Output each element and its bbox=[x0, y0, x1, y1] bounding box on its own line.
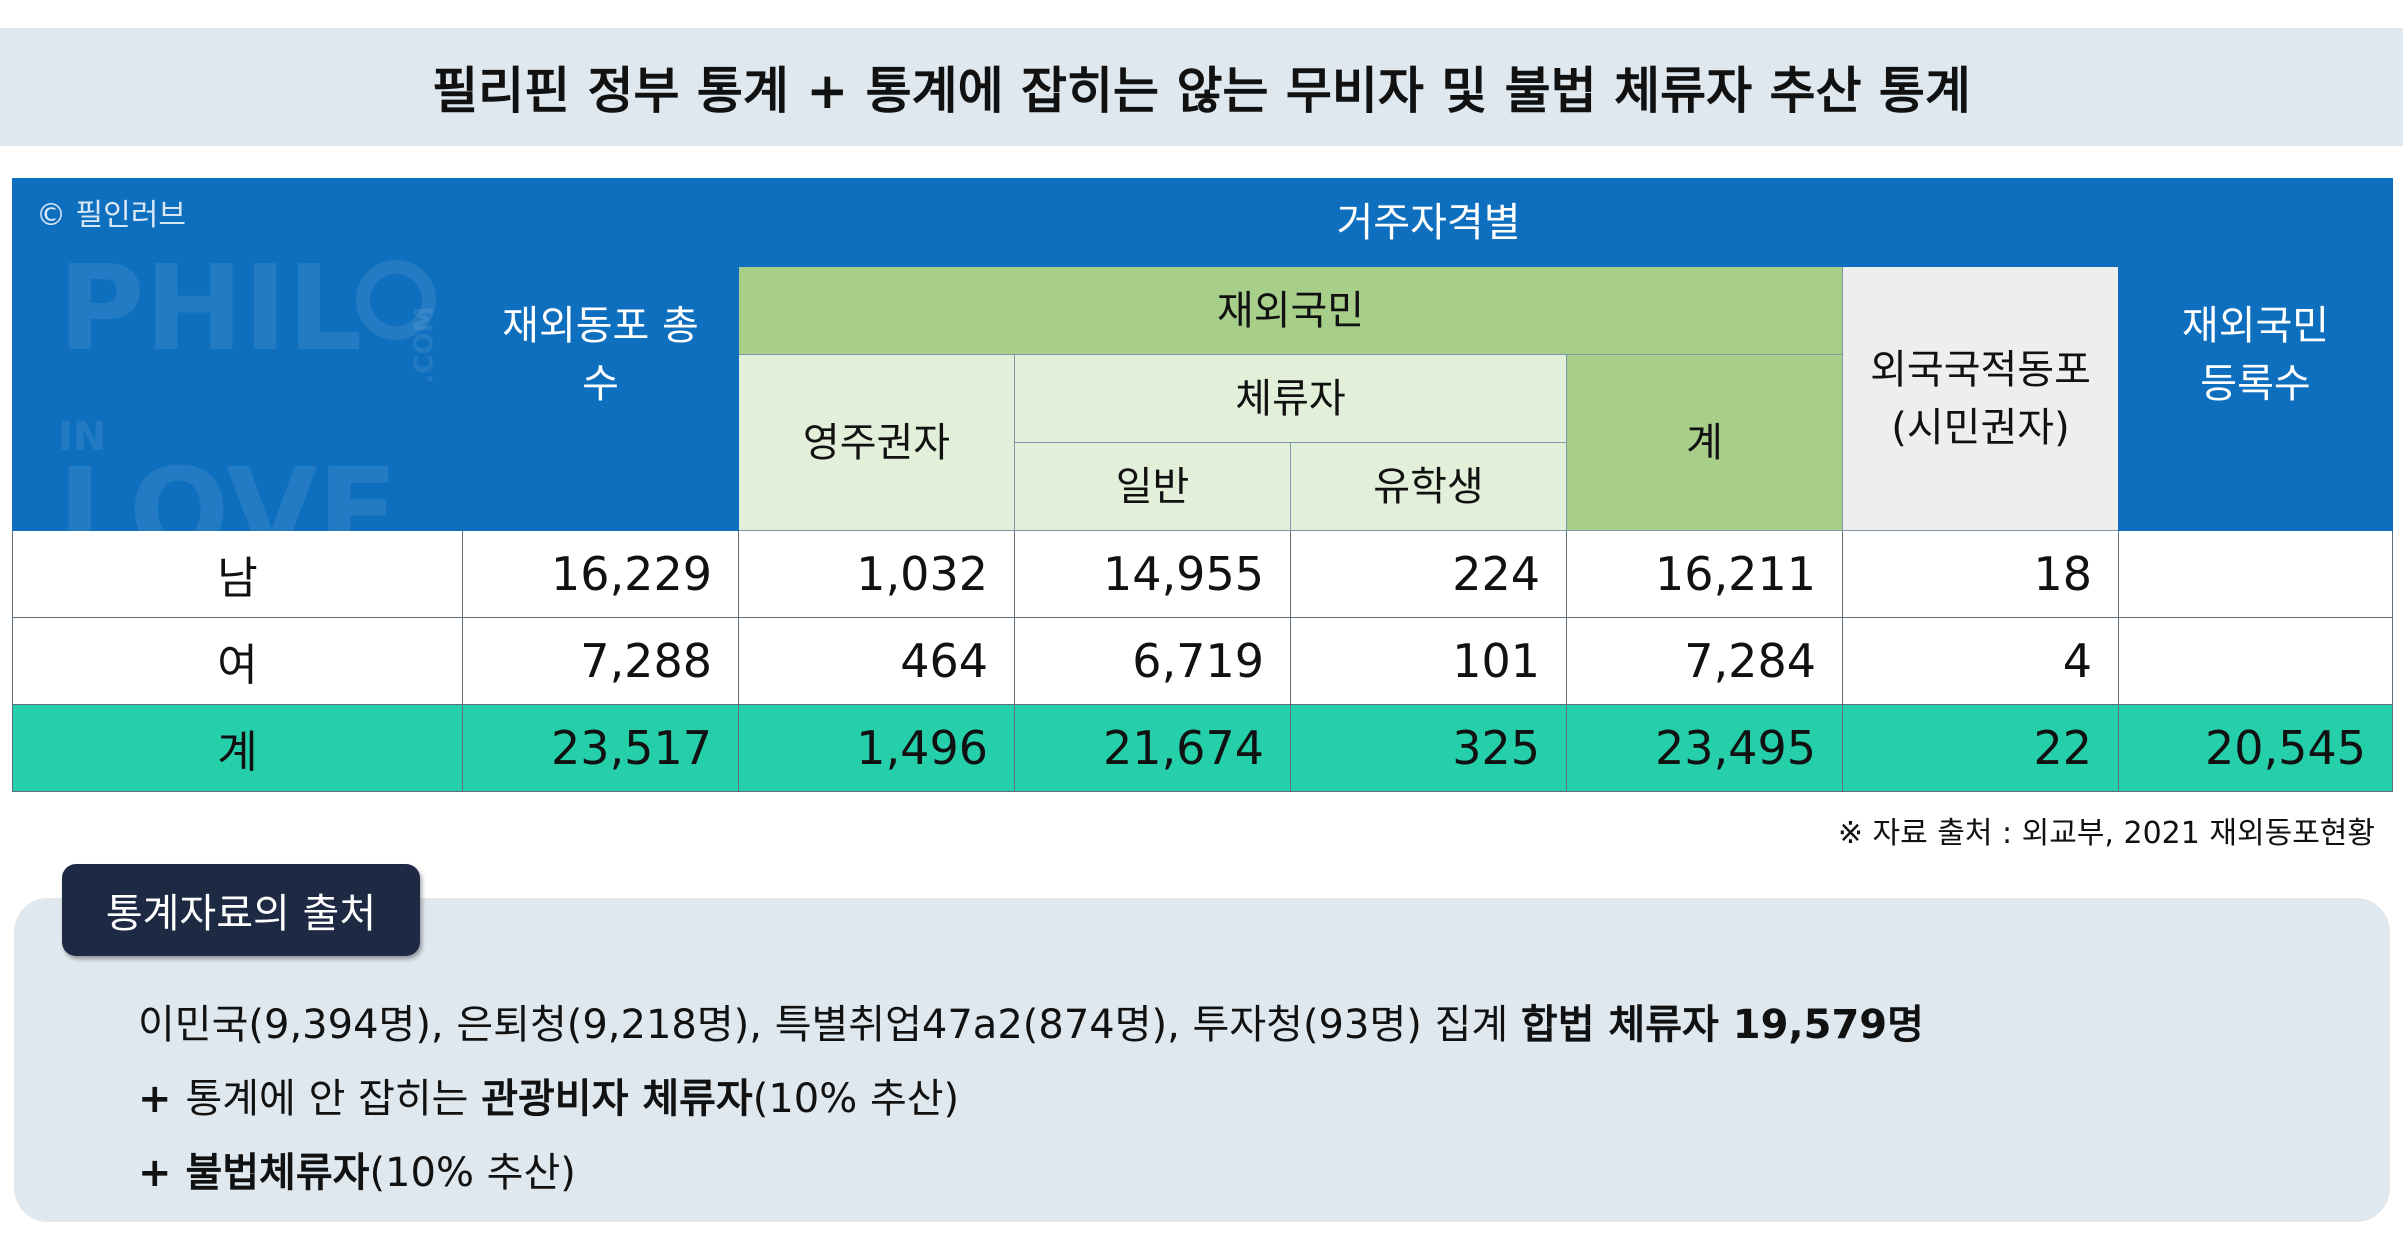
page-title: 필리핀 정부 통계 + 통계에 잡히는 않는 무비자 및 불법 체류자 추산 통… bbox=[432, 62, 1971, 120]
cell-subtotal: 7,284 bbox=[1566, 617, 1843, 705]
cell-subtotal: 23,495 bbox=[1566, 704, 1843, 792]
sources-text: 이민국(9,394명), 은퇴청(9,218명), 특별취업47a2(874명)… bbox=[138, 988, 1924, 1210]
cell-registered: 20,545 bbox=[2118, 704, 2393, 792]
header-nationals-subtotal: 계 bbox=[1566, 354, 1843, 531]
table-row-total: 계 23,517 1,496 21,674 325 23,495 22 20,5… bbox=[12, 704, 2393, 792]
header-foreign-nationals: 외국국적동포 (시민권자) bbox=[1842, 266, 2119, 531]
cell-foreign-nationals: 4 bbox=[1842, 617, 2119, 705]
row-label: 계 bbox=[12, 704, 463, 792]
cell-permanent: 1,032 bbox=[738, 530, 1015, 618]
cell-permanent: 1,496 bbox=[738, 704, 1015, 792]
sources-badge: 통계자료의 출처 bbox=[62, 864, 420, 956]
cell-foreign-nationals: 22 bbox=[1842, 704, 2119, 792]
cell-registered bbox=[2118, 617, 2393, 705]
cell-students: 101 bbox=[1290, 617, 1567, 705]
row-label: 남 bbox=[12, 530, 463, 618]
cell-foreign-nationals: 18 bbox=[1842, 530, 2119, 618]
cell-permanent: 464 bbox=[738, 617, 1015, 705]
cell-students: 325 bbox=[1290, 704, 1567, 792]
overseas-koreans-table: 재외동포 총수 거주자격별 재외국민 등록수 재외국민 외국국적동포 (시민권자… bbox=[12, 178, 2393, 792]
row-label: 여 bbox=[12, 617, 463, 705]
source-note: ※ 자료 출처 : 외교부, 2021 재외동포현황 bbox=[1837, 816, 2375, 851]
header-general: 일반 bbox=[1014, 442, 1291, 531]
cell-overseas-total: 16,229 bbox=[462, 530, 739, 618]
table-row-female: 여 7,288 464 6,719 101 7,284 4 bbox=[12, 617, 2393, 705]
header-by-residence: 거주자격별 bbox=[738, 178, 2119, 267]
header-sojourners: 체류자 bbox=[1014, 354, 1567, 443]
header-permanent-residents: 영주권자 bbox=[738, 354, 1015, 531]
cell-general: 14,955 bbox=[1014, 530, 1291, 618]
table-row-male: 남 16,229 1,032 14,955 224 16,211 18 bbox=[12, 530, 2393, 618]
header-registered-nationals: 재외국민 등록수 bbox=[2118, 178, 2393, 531]
cell-overseas-total: 7,288 bbox=[462, 617, 739, 705]
corner-header-cell bbox=[12, 178, 463, 531]
cell-general: 21,674 bbox=[1014, 704, 1291, 792]
cell-registered bbox=[2118, 530, 2393, 618]
cell-general: 6,719 bbox=[1014, 617, 1291, 705]
source-line-legal: 이민국(9,394명), 은퇴청(9,218명), 특별취업47a2(874명)… bbox=[138, 1002, 1924, 1048]
cell-students: 224 bbox=[1290, 530, 1567, 618]
cell-overseas-total: 23,517 bbox=[462, 704, 739, 792]
header-nationals: 재외국민 bbox=[738, 266, 1843, 355]
source-line-illegal: + 불법체류자(10% 추산) bbox=[138, 1150, 576, 1196]
header-students: 유학생 bbox=[1290, 442, 1567, 531]
header-overseas-total: 재외동포 총수 bbox=[462, 178, 739, 531]
title-bar: 필리핀 정부 통계 + 통계에 잡히는 않는 무비자 및 불법 체류자 추산 통… bbox=[0, 28, 2403, 146]
cell-subtotal: 16,211 bbox=[1566, 530, 1843, 618]
source-line-tourist: + 통계에 안 잡히는 관광비자 체류자(10% 추산) bbox=[138, 1076, 960, 1122]
